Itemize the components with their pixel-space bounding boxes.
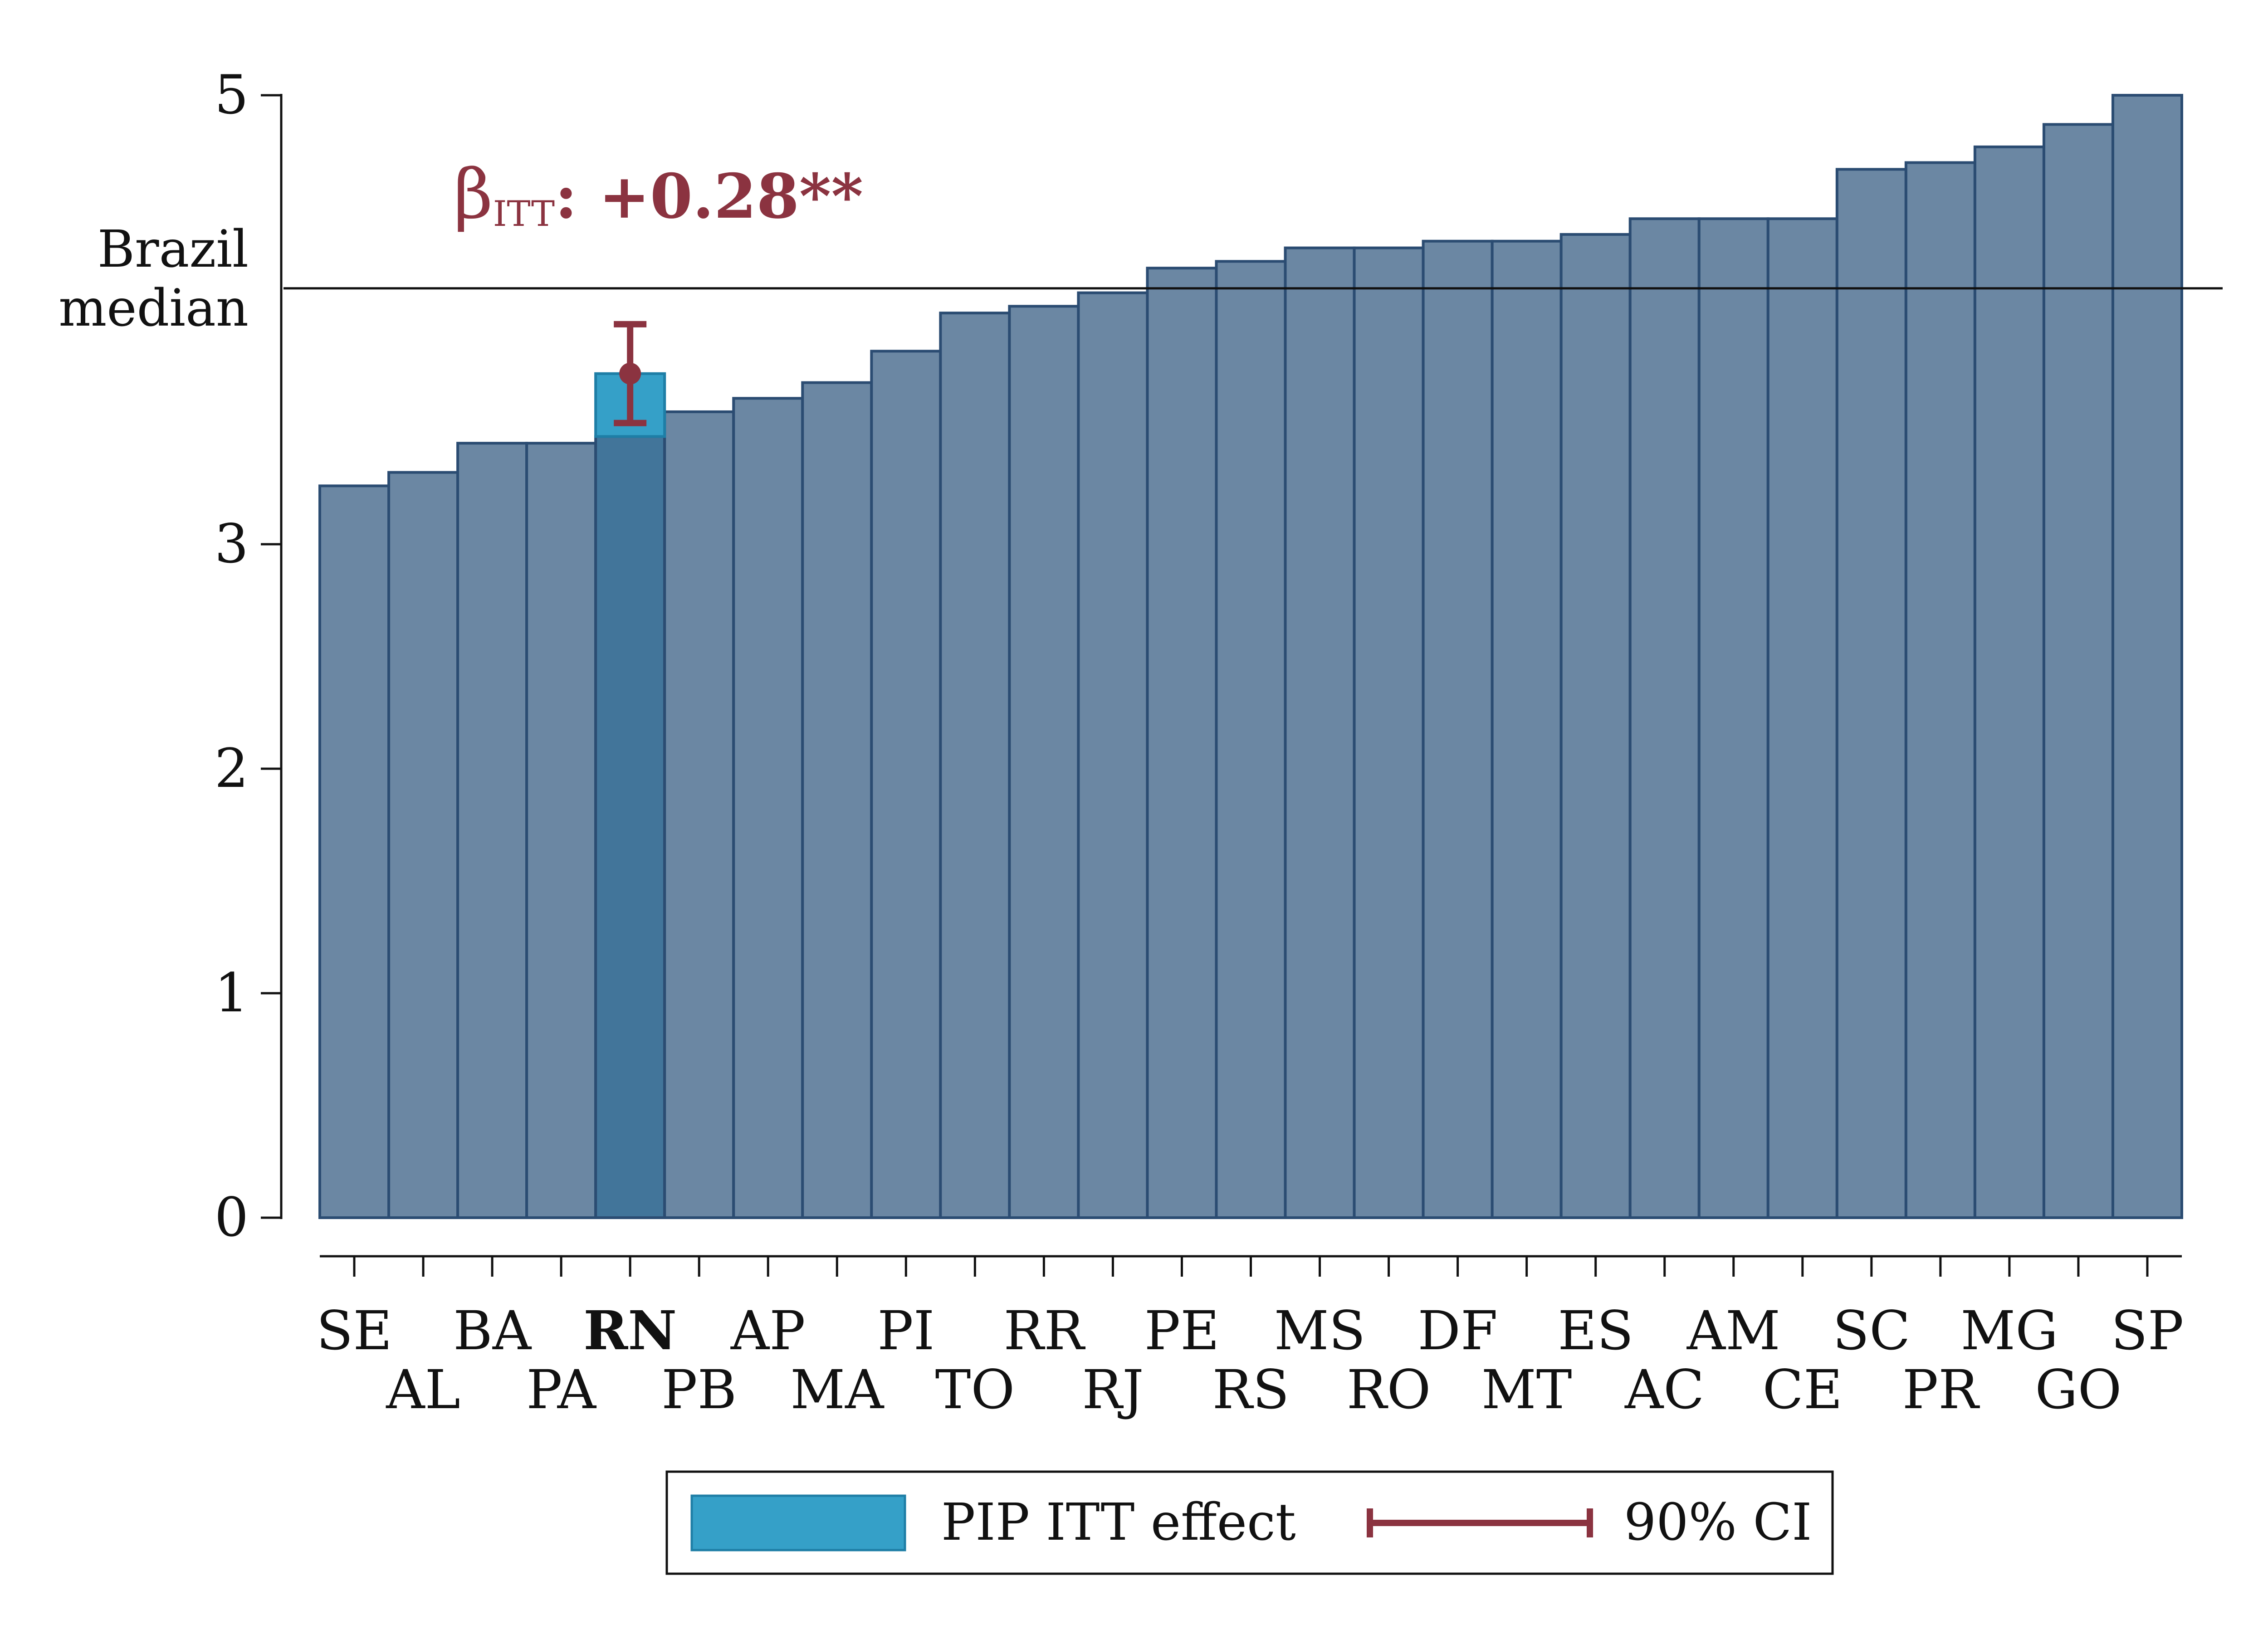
ci-whisker [614, 321, 647, 426]
bar-ba [456, 442, 528, 1219]
y-tick-label-5: 5 [215, 63, 249, 126]
reference-label-line2: median [59, 279, 249, 338]
x-tick-label-to: TO [935, 1358, 1015, 1421]
bar-df [1422, 239, 1494, 1219]
bar-al [387, 471, 459, 1219]
bar-mt [1491, 239, 1563, 1219]
bar-pa [525, 442, 597, 1219]
x-tick-label-ac: AC [1624, 1358, 1705, 1421]
x-tick-label-sp: SP [2111, 1299, 2184, 1362]
bar-ms [1284, 246, 1356, 1219]
x-tick-label-pr: PR [1902, 1358, 1980, 1421]
x-tick-label-ma: MA [790, 1358, 885, 1421]
x-tick-label-rs: RS [1212, 1358, 1290, 1421]
x-tick-label-ro: RO [1347, 1358, 1431, 1421]
x-tick-label-pb: PB [661, 1358, 737, 1421]
bar-pe [1146, 267, 1218, 1220]
bar-es [1559, 233, 1632, 1220]
bar-pr [1904, 161, 1976, 1219]
legend-effect-label: PIP ITT effect [941, 1493, 1296, 1552]
axes-layer: 01235SEALBAPARNPBAPMAPITORRRJPERSMSRODFM… [215, 63, 2184, 1421]
x-tick-label-pe: PE [1144, 1299, 1220, 1362]
bar-pb [663, 410, 735, 1220]
bar-ac [1628, 217, 1701, 1219]
bar-rs [1215, 260, 1287, 1219]
reference-label: Brazil median [59, 220, 249, 338]
itt-annotation: βITT: +0.28** [454, 155, 863, 234]
x-tick-label-al: AL [386, 1358, 460, 1421]
itt-beta: β [454, 155, 493, 234]
x-tick-label-es: ES [1558, 1299, 1633, 1362]
x-tick-label-am: AM [1686, 1299, 1780, 1362]
y-tick-label-0: 0 [215, 1186, 249, 1249]
bar-ro [1353, 246, 1425, 1219]
bar-mg [1973, 145, 2045, 1219]
bar-ma [801, 381, 873, 1219]
bar-ap [732, 397, 804, 1219]
x-tick-label-ba: BA [453, 1299, 532, 1362]
x-tick-label-ms: MS [1274, 1299, 1366, 1362]
bar-rj [1077, 291, 1149, 1219]
legend-ci-label: 90% CI [1624, 1493, 1812, 1552]
bar-rn [594, 435, 666, 1219]
bar-pi [870, 350, 942, 1219]
x-tick-label-ce: CE [1763, 1358, 1843, 1421]
bar-sp [2111, 94, 2183, 1219]
bar-sc [1835, 168, 1907, 1219]
x-tick-label-ap: AP [730, 1299, 806, 1362]
bar-rr [1008, 305, 1080, 1219]
bar-se [318, 484, 391, 1219]
legend: PIP ITT effect 90% CI [665, 1470, 1834, 1575]
overlay-layer [284, 287, 2223, 426]
bar-am [1697, 217, 1769, 1219]
x-tick-label-pi: PI [877, 1299, 934, 1362]
bar-to [939, 312, 1011, 1219]
x-tick-label-rj: RJ [1082, 1358, 1144, 1421]
y-tick-label-3: 3 [215, 512, 249, 575]
reference-label-line1: Brazil [98, 220, 249, 279]
legend-ci-symbol [1367, 1508, 1593, 1537]
ci-point [619, 362, 641, 385]
y-tick-label-2: 2 [215, 737, 249, 800]
itt-value: : +0.28** [555, 160, 863, 232]
bar-go [2042, 123, 2114, 1219]
itt-subscript: ITT [493, 194, 555, 234]
x-tick-label-df: DF [1418, 1299, 1497, 1362]
x-tick-label-mt: MT [1481, 1358, 1572, 1421]
x-tick-label-sc: SC [1833, 1299, 1910, 1362]
x-tick-label-mg: MG [1960, 1299, 2058, 1362]
x-tick-label-pa: PA [526, 1358, 597, 1421]
x-tick-label-rn: RN [583, 1299, 677, 1362]
y-tick-label-1: 1 [215, 961, 249, 1024]
x-tick-label-se: SE [317, 1299, 392, 1362]
x-tick-label-rr: RR [1004, 1299, 1086, 1362]
x-tick-label-go: GO [2035, 1358, 2121, 1421]
bars-layer [318, 94, 2183, 1220]
legend-effect-swatch [690, 1494, 906, 1551]
bar-ce [1766, 217, 1838, 1219]
